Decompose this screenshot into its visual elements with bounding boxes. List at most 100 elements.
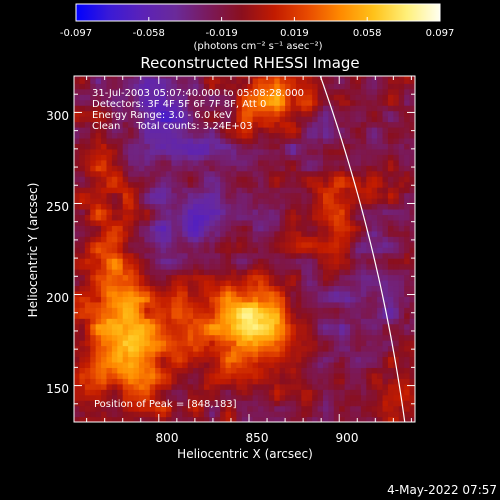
heatmap-cell — [263, 394, 270, 401]
heatmap-cell — [404, 230, 411, 237]
heatmap-cell — [149, 383, 156, 390]
heatmap-cell — [268, 208, 275, 215]
heatmap-cell — [166, 219, 173, 226]
heatmap-cell — [166, 230, 173, 237]
heatmap-cell — [138, 290, 145, 297]
heatmap-cell — [322, 181, 329, 188]
heatmap-cell — [279, 263, 286, 270]
heatmap-cell — [393, 94, 400, 101]
heatmap-cell — [360, 116, 367, 123]
heatmap-cell — [214, 312, 221, 319]
heatmap-cell — [339, 356, 346, 363]
heatmap-cell — [133, 301, 140, 308]
heatmap-cell — [290, 208, 297, 215]
heatmap-cell — [84, 83, 91, 90]
heatmap-cell — [247, 307, 254, 314]
heatmap-cell — [138, 83, 145, 90]
heatmap-cell — [95, 83, 102, 90]
heatmap-cell — [138, 367, 145, 374]
heatmap-cell — [317, 411, 324, 418]
heatmap-cell — [236, 159, 243, 166]
heatmap-cell — [106, 121, 113, 128]
heatmap-cell — [366, 307, 373, 314]
heatmap-cell — [247, 181, 254, 188]
heatmap-cell — [333, 394, 340, 401]
heatmap-cell — [355, 258, 362, 265]
heatmap-cell — [366, 116, 373, 123]
heatmap-cell — [322, 214, 329, 221]
heatmap-cell — [301, 105, 308, 112]
heatmap-cell — [95, 137, 102, 144]
heatmap-cell — [377, 236, 384, 243]
heatmap-cell — [95, 208, 102, 215]
heatmap-cell — [360, 225, 367, 232]
heatmap-cell — [290, 159, 297, 166]
heatmap-cell — [84, 263, 91, 270]
heatmap-cell — [149, 400, 156, 407]
heatmap-cell — [230, 154, 237, 161]
heatmap-cell — [203, 148, 210, 155]
heatmap-cell — [344, 323, 351, 330]
heatmap-cell — [138, 236, 145, 243]
heatmap-cell — [155, 269, 162, 276]
heatmap-cell — [252, 307, 259, 314]
heatmap-cell — [74, 334, 81, 341]
heatmap-cell — [214, 198, 221, 205]
heatmap-cell — [117, 198, 124, 205]
heatmap-cell — [101, 296, 108, 303]
heatmap-cell — [90, 110, 97, 117]
heatmap-cell — [198, 274, 205, 281]
heatmap-cell — [225, 88, 232, 95]
heatmap-cell — [220, 296, 227, 303]
heatmap-cell — [393, 323, 400, 330]
heatmap-cell — [182, 241, 189, 248]
heatmap-cell — [279, 241, 286, 248]
heatmap-cell — [111, 241, 118, 248]
heatmap-cell — [279, 361, 286, 368]
heatmap-cell — [101, 405, 108, 412]
heatmap-cell — [382, 137, 389, 144]
heatmap-cell — [230, 258, 237, 265]
heatmap-cell — [193, 269, 200, 276]
heatmap-cell — [366, 241, 373, 248]
heatmap-cell — [166, 258, 173, 265]
heatmap-cell — [322, 241, 329, 248]
heatmap-cell — [382, 394, 389, 401]
heatmap-cell — [160, 334, 167, 341]
heatmap-cell — [268, 329, 275, 336]
heatmap-cell — [117, 230, 124, 237]
heatmap-cell — [398, 187, 405, 194]
heatmap-cell — [74, 367, 81, 374]
heatmap-cell — [74, 236, 81, 243]
heatmap-cell — [84, 99, 91, 106]
heatmap-cell — [79, 416, 86, 422]
heatmap-cell — [160, 170, 167, 177]
heatmap-cell — [84, 76, 91, 79]
heatmap-cell — [209, 236, 216, 243]
heatmap-cell — [382, 225, 389, 232]
heatmap-cell — [371, 269, 378, 276]
heatmap-cell — [171, 263, 178, 270]
heatmap-cell — [290, 290, 297, 297]
heatmap-cell — [377, 345, 384, 352]
heatmap-cell — [160, 203, 167, 210]
heatmap-cell — [214, 334, 221, 341]
heatmap-cell — [252, 76, 259, 79]
heatmap-cell — [111, 296, 118, 303]
heatmap-cell — [263, 258, 270, 265]
heatmap-cell — [230, 225, 237, 232]
heatmap-cell — [166, 88, 173, 95]
heatmap-cell — [301, 290, 308, 297]
heatmap-cell — [133, 203, 140, 210]
heatmap-cell — [128, 214, 135, 221]
heatmap-cell — [101, 154, 108, 161]
heatmap-cell — [193, 137, 200, 144]
heatmap-cell — [193, 296, 200, 303]
heatmap-cell — [209, 170, 216, 177]
heatmap-cell — [263, 269, 270, 276]
heatmap-cell — [79, 187, 86, 194]
heatmap-cell — [155, 105, 162, 112]
heatmap-cell — [117, 334, 124, 341]
heatmap-cell — [290, 411, 297, 418]
heatmap-cell — [350, 247, 357, 254]
